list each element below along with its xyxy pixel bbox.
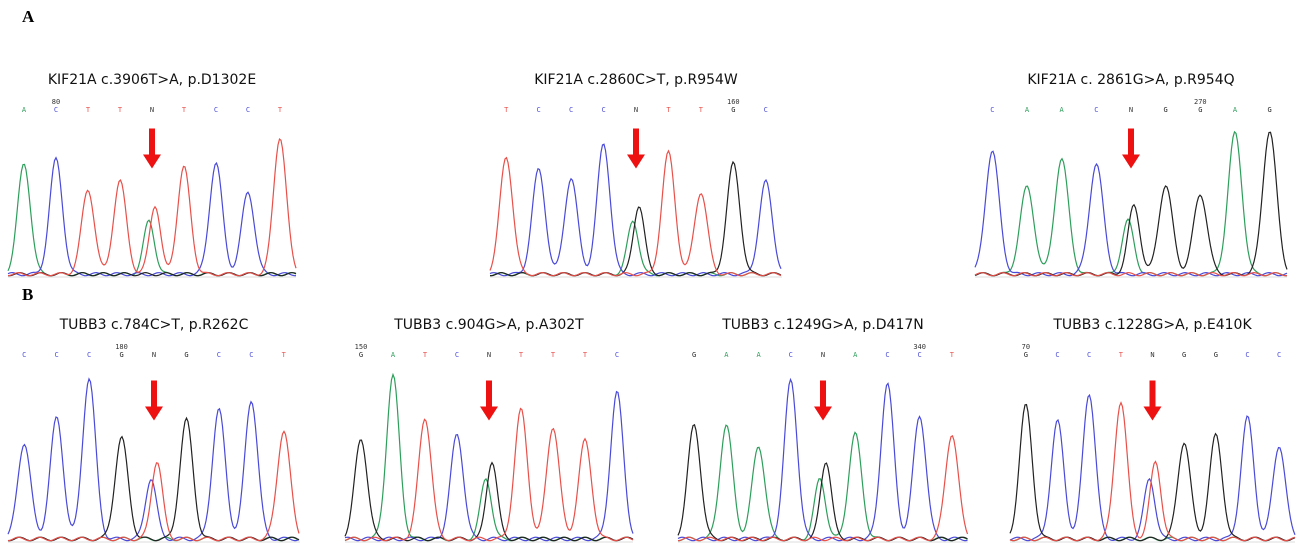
- base-call: N: [152, 351, 156, 359]
- base-call: G: [184, 351, 188, 359]
- base-call: T: [666, 106, 671, 114]
- figure: A B KIF21A c.3906T>A, p.D1302EAC80TTNTCC…: [0, 0, 1301, 548]
- base-call: G: [119, 351, 123, 359]
- base-call: G: [692, 351, 696, 359]
- base-call: C: [918, 351, 922, 359]
- base-call: C: [1094, 106, 1098, 114]
- panel-label: B: [22, 285, 33, 304]
- arrow: [480, 381, 498, 421]
- base-call: T: [551, 351, 556, 359]
- panel-title: TUBB3 c.904G>A, p.A302T: [393, 317, 584, 333]
- base-call: G: [1182, 351, 1186, 359]
- arrow: [1122, 129, 1140, 169]
- panel-title: KIF21A c.2860C>T, p.R954W: [534, 72, 738, 88]
- base-call: G: [1268, 106, 1272, 114]
- panel-title: TUBB3 c.784C>T, p.R262C: [59, 317, 249, 333]
- base-call: G: [1024, 351, 1028, 359]
- base-call: C: [789, 351, 793, 359]
- base-call: T: [182, 106, 187, 114]
- base-call: C: [1055, 351, 1059, 359]
- base-call: C: [1087, 351, 1091, 359]
- base-call: T: [699, 106, 704, 114]
- base-call: N: [821, 351, 825, 359]
- panel-title: TUBB3 c.1249G>A, p.D417N: [721, 317, 924, 333]
- position-number: 150: [355, 343, 368, 351]
- panel-label: A: [22, 7, 35, 26]
- base-call: G: [1198, 106, 1202, 114]
- base-call: T: [583, 351, 588, 359]
- base-call: N: [634, 106, 638, 114]
- base-call: C: [54, 106, 58, 114]
- base-call: C: [537, 106, 541, 114]
- position-number: 160: [727, 98, 740, 106]
- arrow: [814, 381, 832, 421]
- arrow: [145, 381, 163, 421]
- arrow: [1144, 381, 1162, 421]
- arrow: [627, 129, 645, 169]
- base-call: T: [519, 351, 524, 359]
- position-number: 270: [1194, 98, 1207, 106]
- base-call: C: [1277, 351, 1281, 359]
- position-number: 70: [1022, 343, 1030, 351]
- base-call: A: [724, 351, 729, 359]
- base-call: C: [22, 351, 26, 359]
- chromatogram-panel: TUBB3 c.904G>A, p.A302T G150 A T C N T T T C: [345, 317, 633, 542]
- trace: [490, 221, 781, 275]
- position-number: 80: [52, 98, 60, 106]
- trace: [1010, 403, 1295, 541]
- base-call: C: [990, 106, 994, 114]
- arrow: [143, 129, 161, 169]
- base-call: C: [214, 106, 218, 114]
- base-call: T: [504, 106, 509, 114]
- chromatogram-panel: TUBB3 c.1249G>A, p.D417NGAACNACC340T: [678, 317, 968, 542]
- base-call: C: [455, 351, 459, 359]
- base-call: C: [615, 351, 619, 359]
- base-call: T: [278, 106, 283, 114]
- trace: [490, 162, 781, 276]
- base-call: C: [249, 351, 253, 359]
- base-call: T: [118, 106, 123, 114]
- base-call: T: [950, 351, 955, 359]
- base-call: A: [22, 106, 27, 114]
- panel-title: TUBB3 c.1228G>A, p.E410K: [1052, 317, 1252, 333]
- position-number: 180: [115, 343, 128, 351]
- base-call: T: [282, 351, 287, 359]
- base-call: N: [1129, 106, 1133, 114]
- base-call: C: [87, 351, 91, 359]
- base-call: C: [217, 351, 221, 359]
- base-call: A: [1060, 106, 1065, 114]
- base-call: C: [764, 106, 768, 114]
- trace: [490, 151, 781, 276]
- position-number: 340: [913, 343, 926, 351]
- panel-title: KIF21A c.3906T>A, p.D1302E: [48, 72, 256, 88]
- base-call: G: [731, 106, 735, 114]
- base-call: G: [359, 351, 363, 359]
- base-call: N: [150, 106, 154, 114]
- base-call: T: [1119, 351, 1124, 359]
- base-call: T: [86, 106, 91, 114]
- panel-title: KIF21A c. 2861G>A, p.R954Q: [1027, 72, 1234, 88]
- base-call: C: [55, 351, 59, 359]
- base-call: C: [885, 351, 889, 359]
- base-call: C: [601, 106, 605, 114]
- base-call: G: [1214, 351, 1218, 359]
- base-call: A: [391, 351, 396, 359]
- base-call: C: [246, 106, 250, 114]
- base-call: N: [1150, 351, 1154, 359]
- base-call: C: [569, 106, 573, 114]
- base-call: C: [1245, 351, 1249, 359]
- base-call: G: [1164, 106, 1168, 114]
- base-call: A: [1233, 106, 1238, 114]
- base-call: A: [756, 351, 761, 359]
- base-call: A: [1025, 106, 1030, 114]
- base-call: N: [487, 351, 491, 359]
- base-call: A: [853, 351, 858, 359]
- base-call: T: [423, 351, 428, 359]
